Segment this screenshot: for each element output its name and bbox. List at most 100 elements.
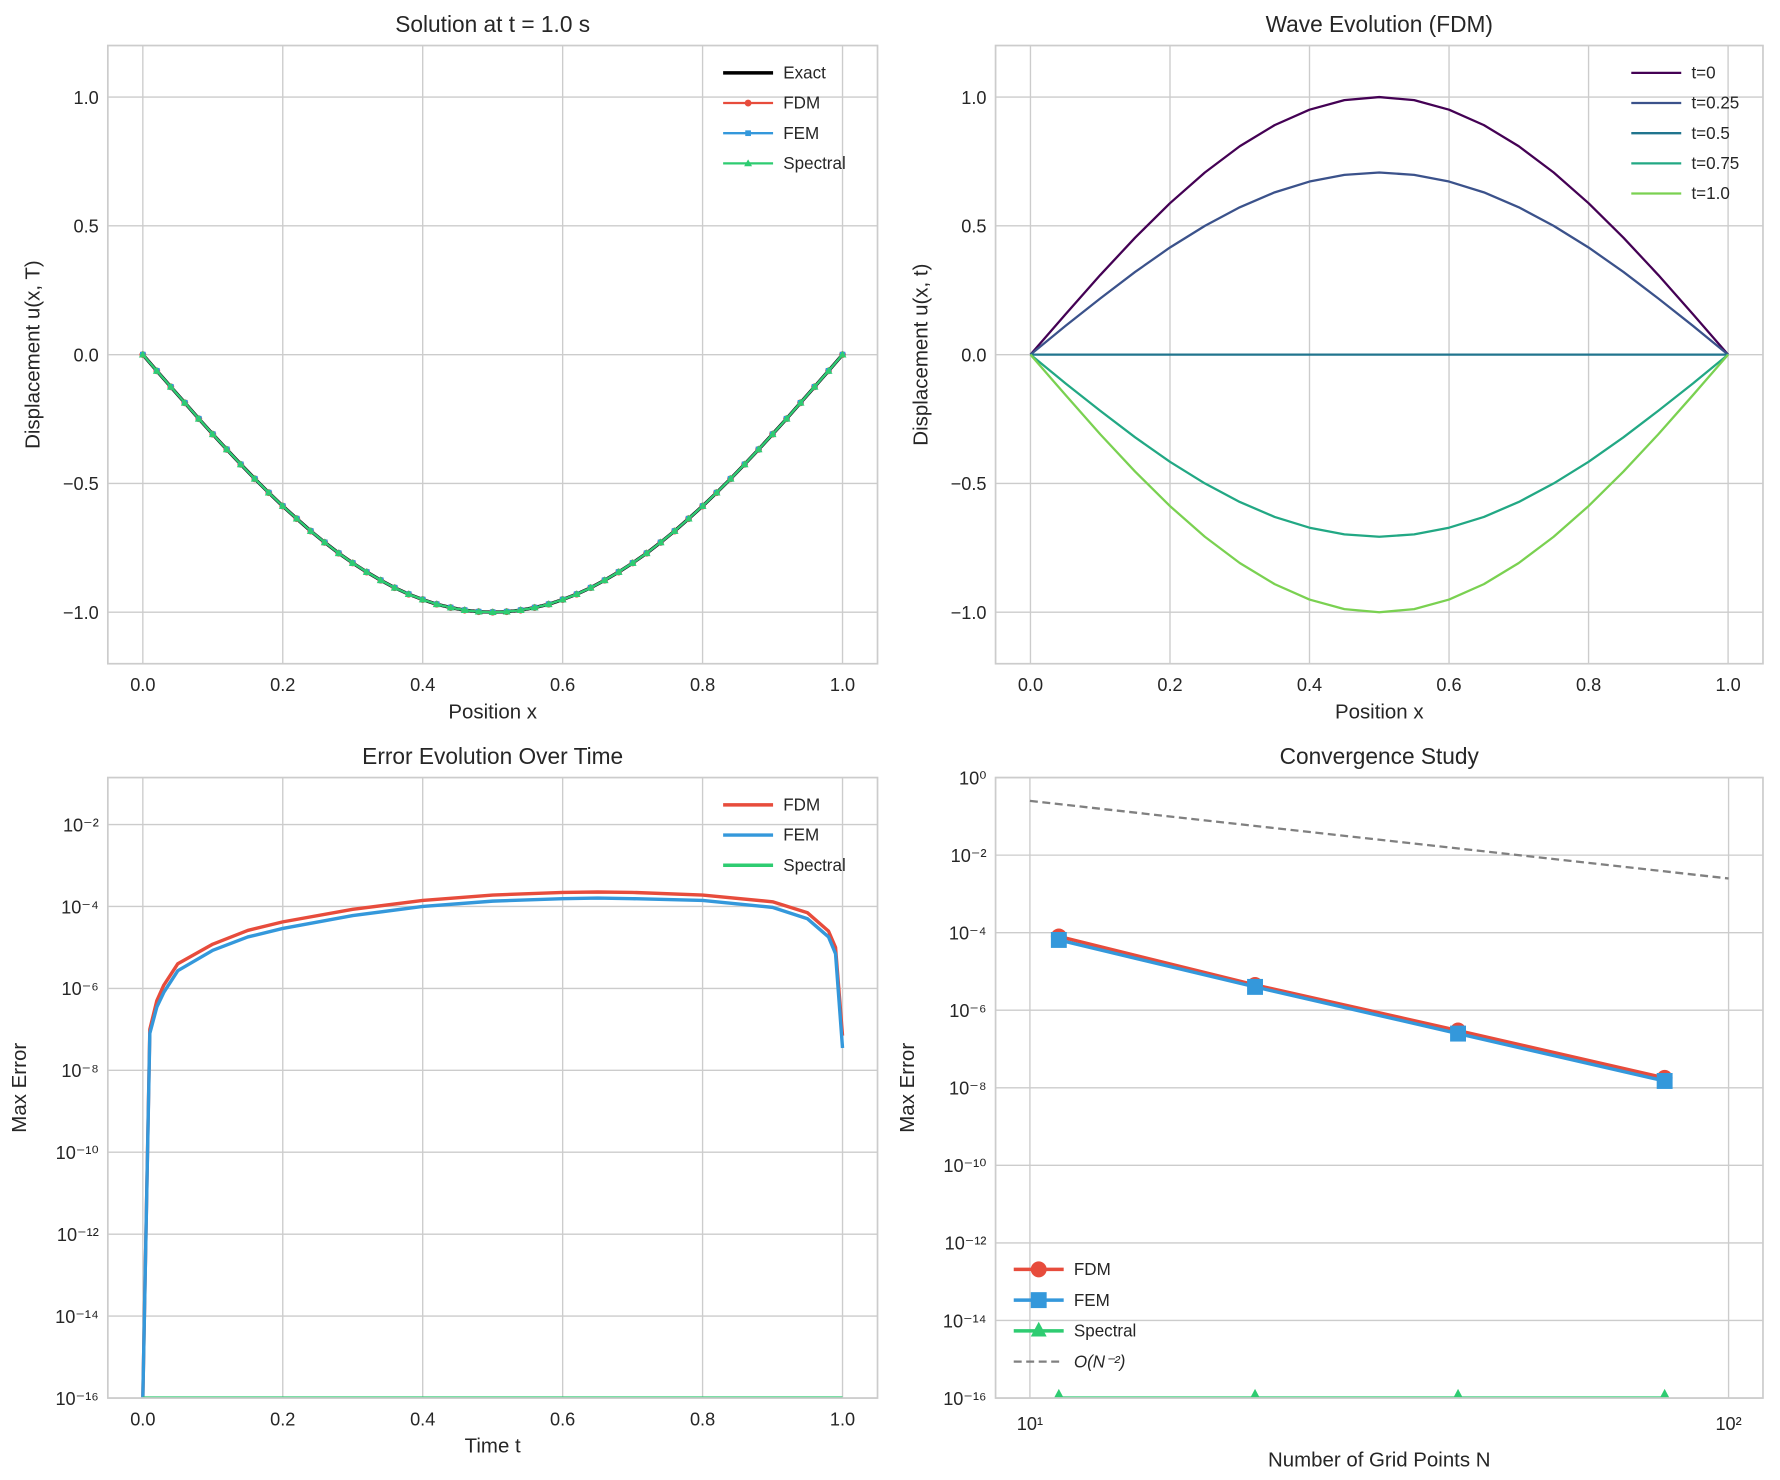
chart-title: Solution at t = 1.0 s — [395, 11, 590, 37]
x-tick-label: 1.0 — [1715, 675, 1740, 695]
series-line-1 — [141, 896, 845, 1399]
y-tick-label: 10⁻¹² — [57, 1225, 99, 1245]
series-line-4 — [1029, 353, 1729, 614]
y-tick-label: 10⁻² — [951, 846, 987, 866]
legend-label: FDM — [1074, 1260, 1111, 1279]
y-tick-label: 10⁻¹² — [945, 1234, 987, 1254]
x-tick-label: 0.4 — [1297, 675, 1322, 695]
chart-title: Wave Evolution (FDM) — [1266, 11, 1493, 37]
data-point-marker — [362, 568, 371, 575]
legend-item: FEM — [1013, 1291, 1110, 1310]
legend-item: FDM — [723, 796, 820, 815]
data-point-marker — [726, 474, 735, 482]
y-tick-label: −1.0 — [63, 603, 99, 623]
data-point-marker — [446, 603, 455, 611]
x-tick-label: 0.0 — [1018, 675, 1043, 695]
data-point-marker — [1250, 1388, 1260, 1399]
x-axis-label: Number of Grid Points N — [1268, 1448, 1490, 1471]
x-tick-label: 0.6 — [1436, 675, 1461, 695]
y-tick-label: 10⁻⁶ — [949, 1001, 986, 1021]
data-point-marker — [250, 474, 259, 482]
y-tick-label: 0.0 — [961, 345, 986, 365]
y-tick-label: 10⁻⁸ — [949, 1079, 986, 1099]
legend-label: FDM — [783, 796, 820, 815]
data-point-marker — [1453, 1388, 1463, 1399]
x-axis-label: Time t — [465, 1435, 521, 1458]
legend-marker — [1030, 1321, 1047, 1337]
x-tick-label: 0.6 — [550, 1409, 575, 1429]
data-point-marker — [432, 600, 441, 608]
y-tick-label: 10⁻¹⁶ — [943, 1389, 986, 1409]
data-point-marker — [208, 430, 217, 438]
data-point-marker — [236, 460, 245, 468]
data-point-marker — [740, 460, 749, 468]
data-point-marker — [334, 549, 343, 557]
chart-title: Convergence Study — [1280, 743, 1480, 769]
data-point-marker — [390, 583, 399, 591]
y-tick-label: 10⁻⁴ — [949, 923, 987, 943]
legend-label: Exact — [783, 64, 826, 83]
legend: FDM FEM Spectral — [723, 796, 846, 875]
data-point-marker — [292, 514, 301, 522]
data-point-marker — [306, 527, 315, 534]
legend-label: Spectral — [783, 856, 845, 875]
y-tick-label: 10⁻¹⁰ — [56, 1143, 99, 1163]
data-point-marker — [474, 607, 483, 615]
data-point-marker — [516, 606, 525, 613]
y-axis-label: Displacement u(x, t) — [909, 264, 932, 446]
legend-item: t=1.0 — [1631, 184, 1730, 203]
legend-label: Spectral — [1074, 1322, 1136, 1341]
legend-item: FEM — [723, 826, 819, 845]
axes-frame — [994, 44, 1764, 665]
data-point-marker — [754, 445, 763, 453]
series-line-3 — [1029, 799, 1729, 880]
data-point-marker — [782, 414, 791, 422]
data-point-marker — [768, 430, 777, 438]
chart-panel-1: 0.0 0.2 0.4 0.6 0.8 1.0 −1.0 −0.5 0.0 0.5 1.0 Solut… — [22, 11, 879, 723]
data-point-marker — [670, 527, 679, 534]
y-tick-label: 10⁻¹⁴ — [943, 1311, 987, 1331]
legend-label: FEM — [783, 124, 819, 143]
x-tick-label: 0.2 — [1157, 675, 1182, 695]
x-tick-label: 0.0 — [130, 1409, 155, 1429]
series-line-1 — [1029, 171, 1729, 356]
x-tick-label: 0.6 — [550, 675, 575, 695]
data-point-marker — [838, 350, 847, 358]
legend-label: O(N⁻²) — [1074, 1352, 1126, 1371]
legend-item: FDM — [723, 94, 820, 113]
legend-label: FEM — [1074, 1291, 1110, 1310]
x-tick-label: 1.0 — [830, 675, 855, 695]
y-tick-label: 10⁻⁸ — [61, 1061, 98, 1081]
data-point-marker — [1053, 1388, 1064, 1399]
data-point-marker — [684, 514, 693, 522]
legend-label: t=0.5 — [1691, 124, 1729, 143]
y-tick-label: −0.5 — [951, 474, 987, 494]
legend-item: t=0.25 — [1631, 94, 1739, 113]
legend-item: t=0 — [1631, 64, 1716, 83]
data-point-marker — [404, 590, 413, 598]
legend-marker — [1030, 1292, 1047, 1309]
y-tick-label: 0.5 — [961, 217, 986, 237]
data-point-marker — [348, 559, 357, 566]
chart-panel-3: 0.0 0.2 0.4 0.6 0.8 1.0 10⁻¹⁶ 10⁻¹⁴ 10⁻¹² 10⁻¹⁰ 10… — [8, 743, 879, 1458]
data-point-marker — [1050, 931, 1067, 948]
data-point-marker — [488, 608, 497, 616]
data-point-marker — [1656, 1073, 1673, 1089]
data-point-marker — [320, 538, 329, 546]
legend-item: O(N⁻²) — [1013, 1352, 1126, 1371]
x-tick-label: 10¹ — [1017, 1414, 1043, 1434]
data-point-marker — [586, 583, 595, 591]
y-tick-label: 10⁻¹⁶ — [55, 1389, 98, 1409]
y-tick-label: 10⁻² — [63, 815, 99, 835]
y-tick-label: 10⁻¹⁰ — [943, 1156, 986, 1176]
data-point-marker — [166, 382, 175, 390]
y-tick-label: 10⁻¹⁴ — [55, 1307, 99, 1327]
legend: Exact FDM FEM Spectral — [723, 64, 846, 173]
legend-marker — [1030, 1261, 1047, 1278]
data-point-marker — [558, 595, 567, 603]
legend-label: t=0 — [1691, 64, 1715, 83]
series-line-1 — [1058, 938, 1666, 1083]
legend-label: FEM — [783, 826, 819, 845]
series-group — [138, 350, 847, 616]
